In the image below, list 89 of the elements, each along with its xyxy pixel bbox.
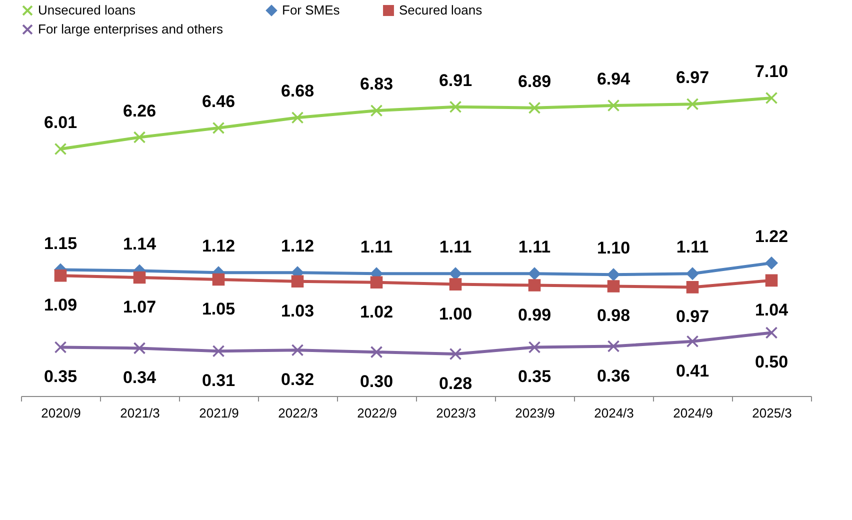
point bbox=[370, 346, 383, 358]
data-label: 1.12 bbox=[202, 236, 236, 256]
data-label: 0.99 bbox=[518, 305, 552, 324]
point bbox=[686, 335, 699, 348]
point bbox=[133, 131, 146, 144]
data-label: 1.14 bbox=[122, 234, 157, 254]
data-label: 1.09 bbox=[44, 296, 78, 315]
point bbox=[449, 268, 462, 280]
point bbox=[133, 271, 146, 284]
point bbox=[765, 92, 778, 104]
point bbox=[686, 98, 699, 110]
data-label: 0.32 bbox=[280, 370, 314, 390]
legend-label: For large enterprises and others bbox=[38, 22, 224, 36]
point bbox=[133, 342, 146, 354]
data-label: 1.11 bbox=[518, 238, 551, 257]
data-label: 1.04 bbox=[754, 300, 789, 320]
data-label: 6.26 bbox=[122, 101, 156, 120]
data-label: 1.12 bbox=[280, 236, 314, 256]
x-tick-label: 2022/3 bbox=[278, 406, 318, 420]
data-label: 0.41 bbox=[676, 361, 710, 380]
point bbox=[528, 341, 541, 354]
point bbox=[370, 276, 383, 289]
x-tick-label: 2024/9 bbox=[673, 406, 713, 420]
data-label: 1.11 bbox=[360, 238, 393, 257]
data-label: 0.97 bbox=[676, 307, 710, 326]
data-label: 6.83 bbox=[360, 74, 394, 94]
data-label: 1.03 bbox=[280, 301, 314, 320]
x-tick-label: 2020/9 bbox=[41, 406, 81, 420]
point bbox=[686, 281, 699, 294]
point bbox=[212, 344, 225, 358]
data-label: 0.35 bbox=[44, 367, 78, 386]
data-label: 0.35 bbox=[518, 367, 552, 386]
data-label: 6.01 bbox=[44, 113, 78, 132]
x-tick-label: 2021/9 bbox=[199, 406, 239, 420]
point bbox=[765, 326, 778, 339]
x-tick-label: 2023/9 bbox=[515, 406, 555, 420]
data-label: 0.98 bbox=[596, 306, 630, 326]
data-label: 6.91 bbox=[438, 70, 472, 90]
point bbox=[291, 112, 304, 124]
data-label: 1.05 bbox=[202, 299, 236, 318]
point bbox=[370, 104, 383, 117]
data-label: 1.11 bbox=[676, 238, 709, 257]
data-label: 0.30 bbox=[360, 372, 394, 392]
data-label: 0.50 bbox=[754, 352, 788, 372]
data-label: 6.68 bbox=[280, 82, 314, 101]
data-label: 0.31 bbox=[202, 371, 236, 390]
data-label: 6.97 bbox=[676, 68, 710, 88]
point bbox=[54, 269, 67, 282]
x-tick-label: 2021/3 bbox=[120, 406, 160, 420]
data-label: 1.22 bbox=[754, 227, 788, 246]
point bbox=[607, 268, 620, 281]
point bbox=[686, 268, 699, 280]
legend-label: Secured loans bbox=[399, 2, 483, 18]
data-label: 6.94 bbox=[596, 69, 631, 88]
point bbox=[607, 99, 620, 112]
point bbox=[528, 279, 541, 292]
point bbox=[449, 278, 462, 290]
data-label: 1.00 bbox=[438, 304, 472, 324]
point bbox=[607, 280, 620, 292]
point bbox=[449, 348, 462, 360]
point bbox=[765, 256, 778, 270]
data-label: 6.89 bbox=[518, 72, 552, 91]
x-tick-label: 2022/9 bbox=[357, 406, 397, 420]
point bbox=[212, 122, 225, 134]
data-label: 1.11 bbox=[439, 238, 472, 257]
point bbox=[291, 344, 304, 356]
point bbox=[54, 142, 67, 156]
x-tick-label: 2023/3 bbox=[436, 406, 476, 420]
point bbox=[212, 273, 225, 286]
point bbox=[291, 275, 304, 288]
point bbox=[449, 100, 462, 114]
point bbox=[607, 340, 620, 352]
point bbox=[765, 274, 778, 287]
data-label: 0.36 bbox=[596, 366, 630, 386]
data-label: 1.10 bbox=[596, 238, 630, 258]
data-label: 1.07 bbox=[122, 298, 156, 317]
point bbox=[54, 341, 67, 354]
x-tick-label: 2025/3 bbox=[752, 406, 792, 420]
data-label: 6.46 bbox=[202, 92, 236, 111]
data-label: 0.28 bbox=[438, 374, 472, 393]
point bbox=[528, 102, 541, 114]
x-tick-label: 2024/3 bbox=[594, 406, 634, 420]
data-label: 1.15 bbox=[44, 234, 78, 253]
data-label: 0.34 bbox=[122, 368, 157, 388]
data-label: 7.10 bbox=[754, 62, 788, 81]
point bbox=[528, 268, 541, 280]
legend-label: For SMEs bbox=[282, 2, 340, 18]
data-label: 1.02 bbox=[360, 302, 394, 322]
legend-label: Unsecured loans bbox=[38, 2, 136, 18]
